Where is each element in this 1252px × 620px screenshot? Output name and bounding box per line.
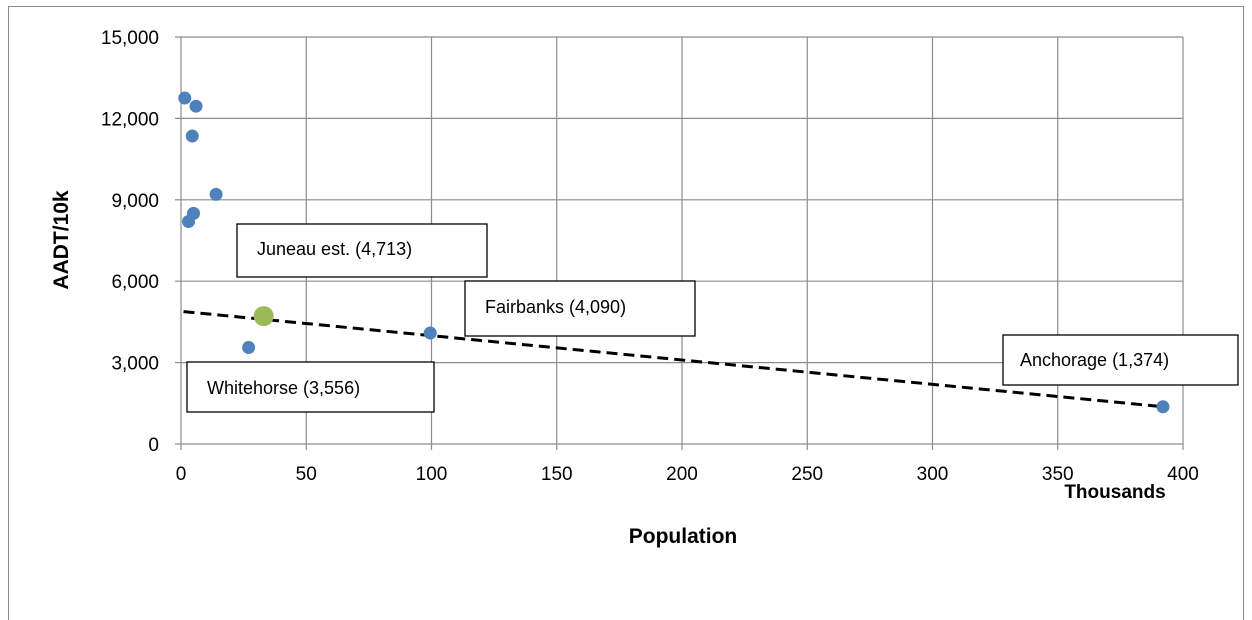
x-tick-label: 400 xyxy=(1167,464,1199,485)
y-tick-label: 12,000 xyxy=(101,109,159,130)
data-point xyxy=(423,326,437,340)
trendline xyxy=(183,310,1164,409)
highlight-point xyxy=(253,306,274,327)
annotation-label: Whitehorse (3,556) xyxy=(207,378,360,398)
data-point xyxy=(189,99,203,113)
data-point xyxy=(182,215,196,229)
x-tick-label: 150 xyxy=(541,464,573,485)
annotation-label: Anchorage (1,374) xyxy=(1020,350,1169,370)
annotations: Juneau est. (4,713) Fairbanks (4,090) Whit… xyxy=(186,223,1239,413)
annotation-box xyxy=(186,361,435,413)
data-point xyxy=(1156,400,1170,414)
annotation-box xyxy=(236,223,488,278)
y-tick-label: 6,000 xyxy=(111,272,159,293)
axes xyxy=(175,36,1184,450)
x-tick-label: 250 xyxy=(791,464,823,485)
y-axis-title: AADT/10k xyxy=(50,190,73,290)
x-tick-label: 300 xyxy=(917,464,949,485)
data-point xyxy=(185,129,199,143)
y-tick-label: 3,000 xyxy=(111,354,159,375)
x-tick-label: 0 xyxy=(176,464,187,485)
x-tick-label: 100 xyxy=(416,464,448,485)
chart-area-border xyxy=(8,6,1244,620)
x-axis-units-label: Thousands xyxy=(1064,482,1165,503)
annotation-label: Fairbanks (4,090) xyxy=(485,297,626,317)
data-point xyxy=(178,91,192,105)
data-points xyxy=(178,91,1170,414)
x-axis-title: Population xyxy=(629,525,738,548)
tick-labels: 0 50 100 150 200 250 300 350 400 0 3,000 6,000 9,000… xyxy=(101,28,1199,485)
x-tick-label: 350 xyxy=(1042,464,1074,485)
x-tick-label: 200 xyxy=(666,464,698,485)
x-tick-label: 50 xyxy=(296,464,317,485)
annotation-box xyxy=(464,280,696,337)
data-point xyxy=(209,187,223,201)
trendline-layer xyxy=(183,310,1164,409)
y-tick-label: 0 xyxy=(148,435,159,456)
data-point xyxy=(242,341,256,355)
y-tick-label: 9,000 xyxy=(111,191,159,212)
annotation-label: Juneau est. (4,713) xyxy=(257,239,412,259)
annotation-box xyxy=(1002,334,1239,386)
y-tick-label: 15,000 xyxy=(101,28,159,49)
